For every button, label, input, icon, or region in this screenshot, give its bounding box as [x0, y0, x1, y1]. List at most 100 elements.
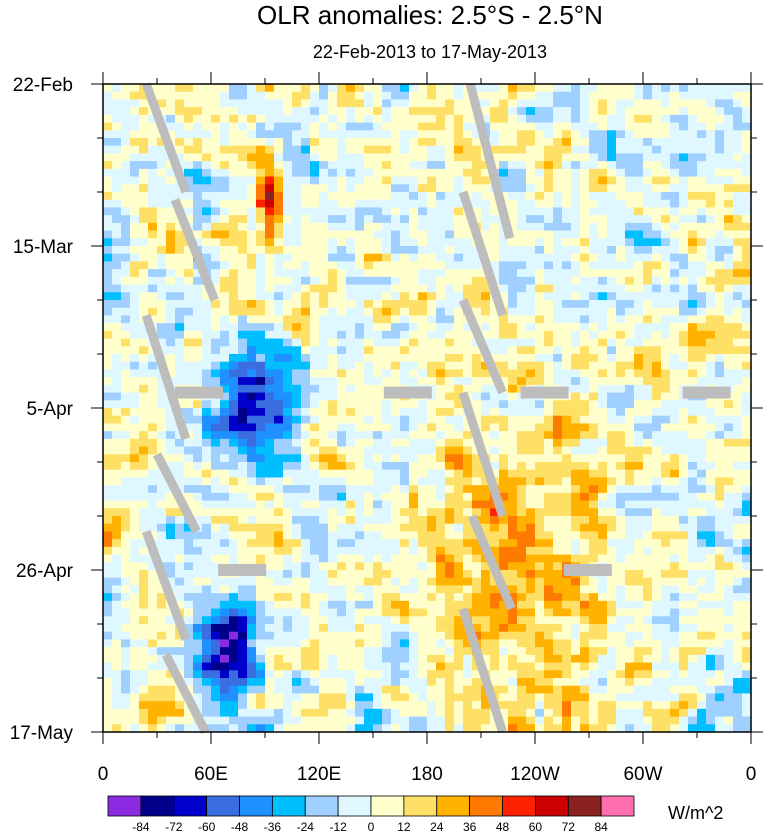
anomaly-cell: [319, 276, 329, 286]
anomaly-cell: [382, 284, 392, 293]
anomaly-cell: [544, 446, 554, 455]
anomaly-cell: [454, 276, 464, 286]
anomaly-cell: [571, 246, 581, 255]
anomaly-cell: [319, 84, 329, 93]
anomaly-cell: [427, 114, 437, 124]
anomaly-cell: [742, 423, 752, 432]
anomaly-cell: [265, 616, 275, 625]
anomaly-cell: [562, 292, 572, 301]
anomaly-cell: [598, 593, 608, 602]
anomaly-cell: [139, 361, 149, 371]
anomaly-cell: [112, 508, 122, 517]
anomaly-cell: [265, 531, 275, 540]
anomaly-cell: [328, 392, 338, 401]
anomaly-cell: [202, 531, 212, 540]
anomaly-cell: [625, 107, 635, 116]
anomaly-cell: [310, 415, 320, 425]
anomaly-cell: [229, 469, 239, 479]
anomaly-cell: [715, 500, 725, 509]
anomaly-cell: [472, 261, 482, 270]
anomaly-cell: [661, 107, 671, 116]
anomaly-cell: [499, 354, 509, 363]
anomaly-cell: [661, 531, 671, 540]
anomaly-cell: [337, 261, 347, 270]
anomaly-cell: [598, 354, 608, 363]
anomaly-cell: [103, 423, 113, 432]
anomaly-cell: [445, 84, 455, 93]
anomaly-cell: [184, 462, 194, 471]
anomaly-cell: [364, 408, 374, 417]
anomaly-cell: [292, 184, 302, 193]
anomaly-cell: [661, 392, 671, 401]
anomaly-cell: [103, 492, 113, 502]
anomaly-cell: [436, 600, 446, 610]
anomaly-cell: [562, 361, 572, 371]
anomaly-cell: [490, 138, 500, 147]
anomaly-cell: [517, 477, 527, 486]
anomaly-cell: [355, 222, 365, 232]
anomaly-cell: [211, 616, 221, 625]
anomaly-cell: [562, 600, 572, 610]
anomaly-cell: [310, 469, 320, 479]
anomaly-cell: [283, 492, 293, 502]
anomaly-cell: [715, 192, 725, 201]
anomaly-cell: [742, 462, 752, 471]
anomaly-cell: [715, 253, 725, 263]
anomaly-cell: [499, 408, 509, 417]
anomaly-cell: [607, 438, 617, 448]
anomaly-cell: [544, 438, 554, 448]
anomaly-cell: [616, 300, 626, 309]
anomaly-cell: [130, 161, 140, 170]
anomaly-cell: [625, 562, 635, 571]
anomaly-cell: [463, 539, 473, 548]
anomaly-cell: [337, 122, 347, 131]
anomaly-cell: [346, 315, 356, 324]
anomaly-cell: [202, 485, 212, 494]
anomaly-cell: [634, 485, 644, 494]
anomaly-cell: [175, 577, 185, 587]
anomaly-cell: [220, 276, 230, 286]
anomaly-cell: [544, 215, 554, 224]
anomaly-cell: [220, 153, 230, 162]
anomaly-cell: [553, 168, 563, 178]
anomaly-cell: [598, 246, 608, 255]
anomaly-cell: [517, 84, 527, 93]
anomaly-cell: [634, 284, 644, 293]
anomaly-cell: [103, 230, 113, 239]
anomaly-cell: [643, 400, 653, 409]
anomaly-cell: [265, 539, 275, 548]
anomaly-cell: [202, 246, 212, 255]
anomaly-cell: [571, 377, 581, 386]
anomaly-cell: [391, 423, 401, 432]
anomaly-cell: [661, 523, 671, 533]
anomaly-cell: [373, 585, 383, 594]
anomaly-cell: [364, 554, 374, 563]
anomaly-cell: [526, 338, 536, 347]
anomaly-cell: [463, 523, 473, 533]
anomaly-cell: [283, 423, 293, 432]
anomaly-cell: [103, 539, 113, 548]
anomaly-cell: [697, 492, 707, 502]
anomaly-cell: [238, 284, 248, 293]
anomaly-cell: [382, 145, 392, 155]
anomaly-cell: [247, 99, 257, 108]
anomaly-cell: [679, 292, 689, 301]
anomaly-cell: [103, 300, 113, 309]
anomaly-cell: [562, 99, 572, 108]
anomaly-cell: [400, 361, 410, 371]
anomaly-cell: [373, 153, 383, 162]
anomaly-cell: [724, 261, 734, 270]
anomaly-cell: [661, 246, 671, 255]
anomaly-cell: [733, 546, 743, 556]
anomaly-cell: [337, 462, 347, 471]
anomaly-cell: [184, 315, 194, 324]
anomaly-cell: [508, 307, 518, 317]
anomaly-cell: [139, 523, 149, 533]
anomaly-cell: [301, 377, 311, 386]
anomaly-cell: [211, 377, 221, 386]
anomaly-cell: [400, 207, 410, 216]
anomaly-cell: [139, 276, 149, 286]
anomaly-cell: [616, 570, 626, 579]
anomaly-cell: [211, 546, 221, 556]
anomaly-cell: [220, 500, 230, 509]
